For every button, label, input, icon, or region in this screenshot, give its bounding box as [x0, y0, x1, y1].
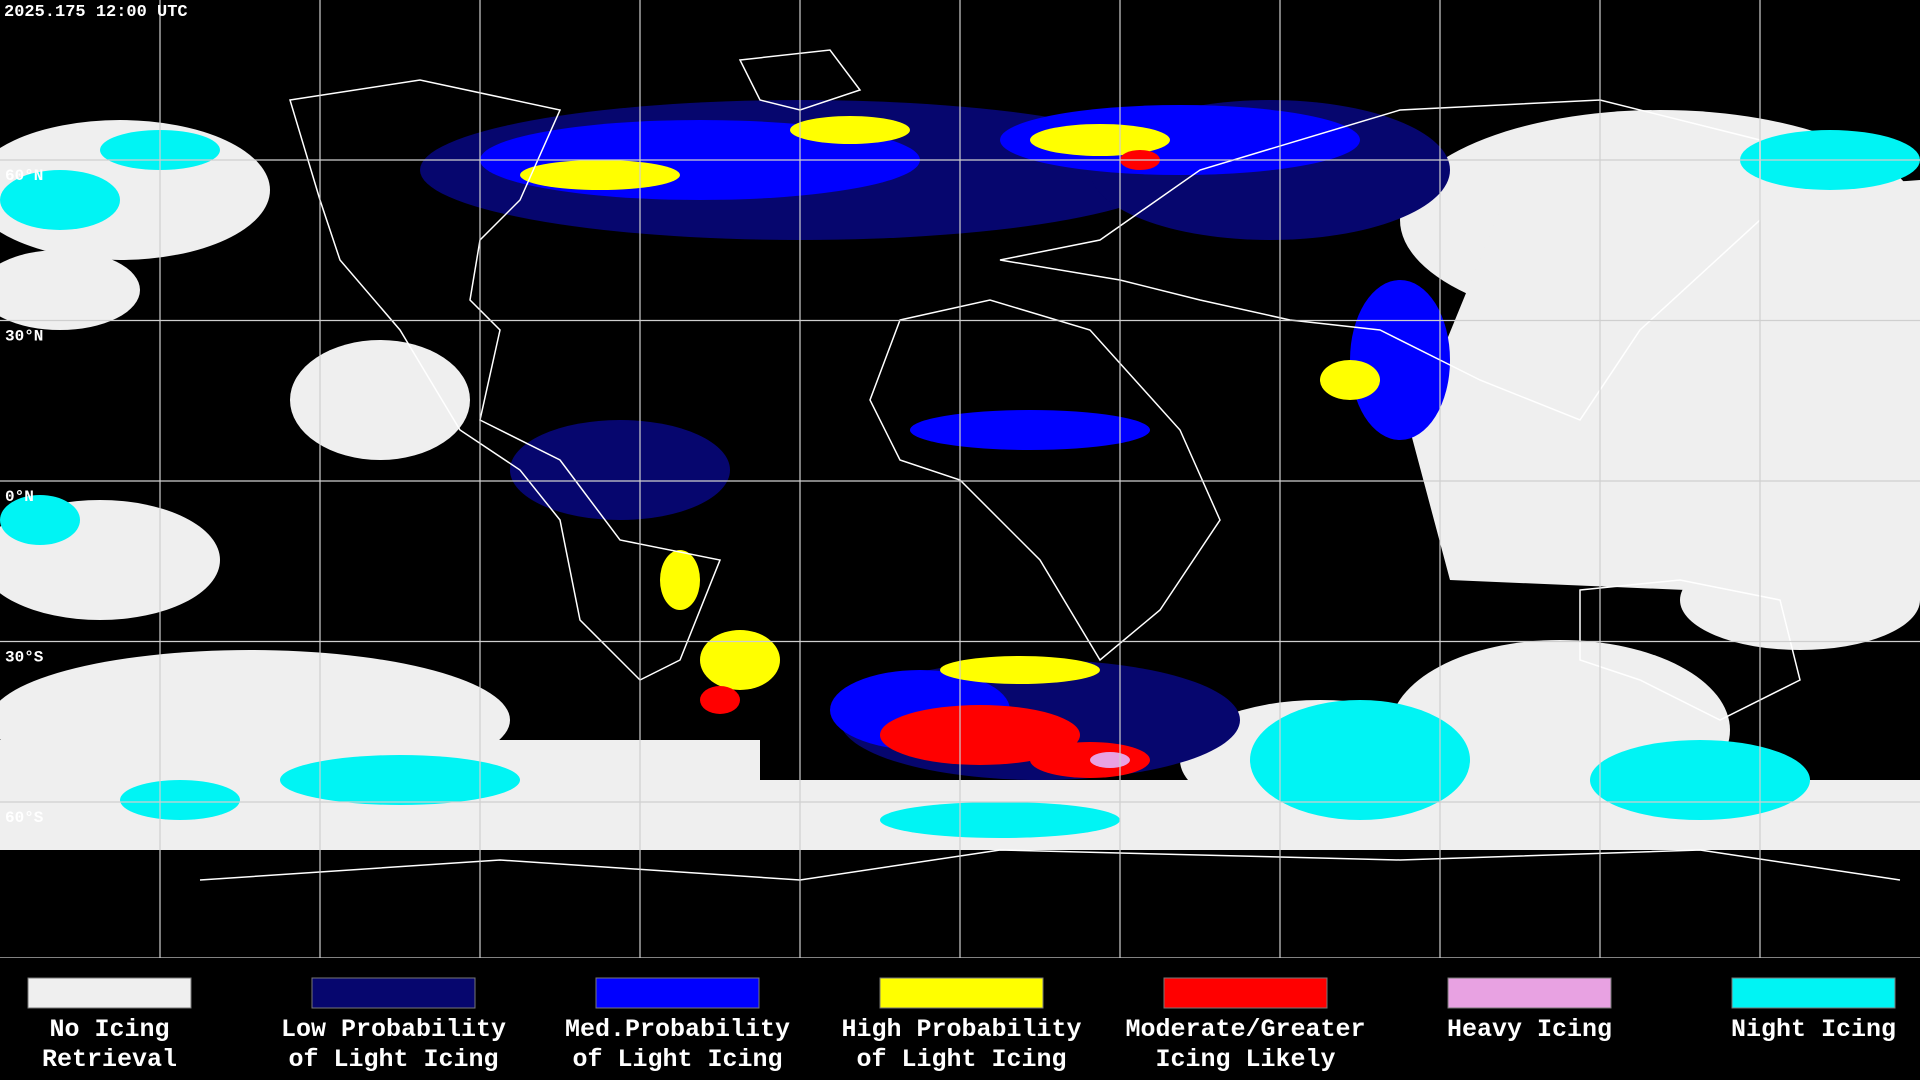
- latitude-labels: 60°N 30°N 0°N 30°S 60°S: [5, 167, 44, 827]
- latitude-label: 60°N: [5, 167, 43, 185]
- legend-label: Heavy Icing: [1447, 1015, 1612, 1044]
- latitude-label: 0°N: [5, 488, 34, 506]
- legend-swatch: [1731, 977, 1896, 1009]
- legend-label: High Probability: [841, 1015, 1081, 1044]
- latitude-label: 60°S: [5, 809, 44, 827]
- legend-label: Low Probability: [281, 1015, 506, 1044]
- legend-label: of Light Icing: [572, 1045, 782, 1074]
- legend-swatch: [879, 977, 1044, 1009]
- legend-label: Icing Likely: [1155, 1045, 1335, 1074]
- legend-label: Night Icing: [1731, 1015, 1896, 1044]
- legend-label: Med.Probability: [565, 1015, 790, 1044]
- legend-label: Retrieval: [42, 1045, 177, 1074]
- legend-swatch: [27, 977, 192, 1009]
- latitude-label: 30°N: [5, 328, 43, 346]
- legend-label: No Icing: [49, 1015, 169, 1044]
- legend-swatch: [595, 977, 760, 1009]
- legend-swatch: [311, 977, 476, 1009]
- legend-label: Moderate/Greater: [1125, 1015, 1365, 1044]
- legend-label: of Light Icing: [856, 1045, 1066, 1074]
- legend-swatch: [1447, 977, 1612, 1009]
- latitude-label: 30°S: [5, 649, 44, 667]
- legend-label: of Light Icing: [288, 1045, 498, 1074]
- coastlines: [199, 49, 1901, 881]
- timestamp: 2025.175 12:00 UTC: [4, 3, 188, 22]
- legend-swatch: [1163, 977, 1328, 1009]
